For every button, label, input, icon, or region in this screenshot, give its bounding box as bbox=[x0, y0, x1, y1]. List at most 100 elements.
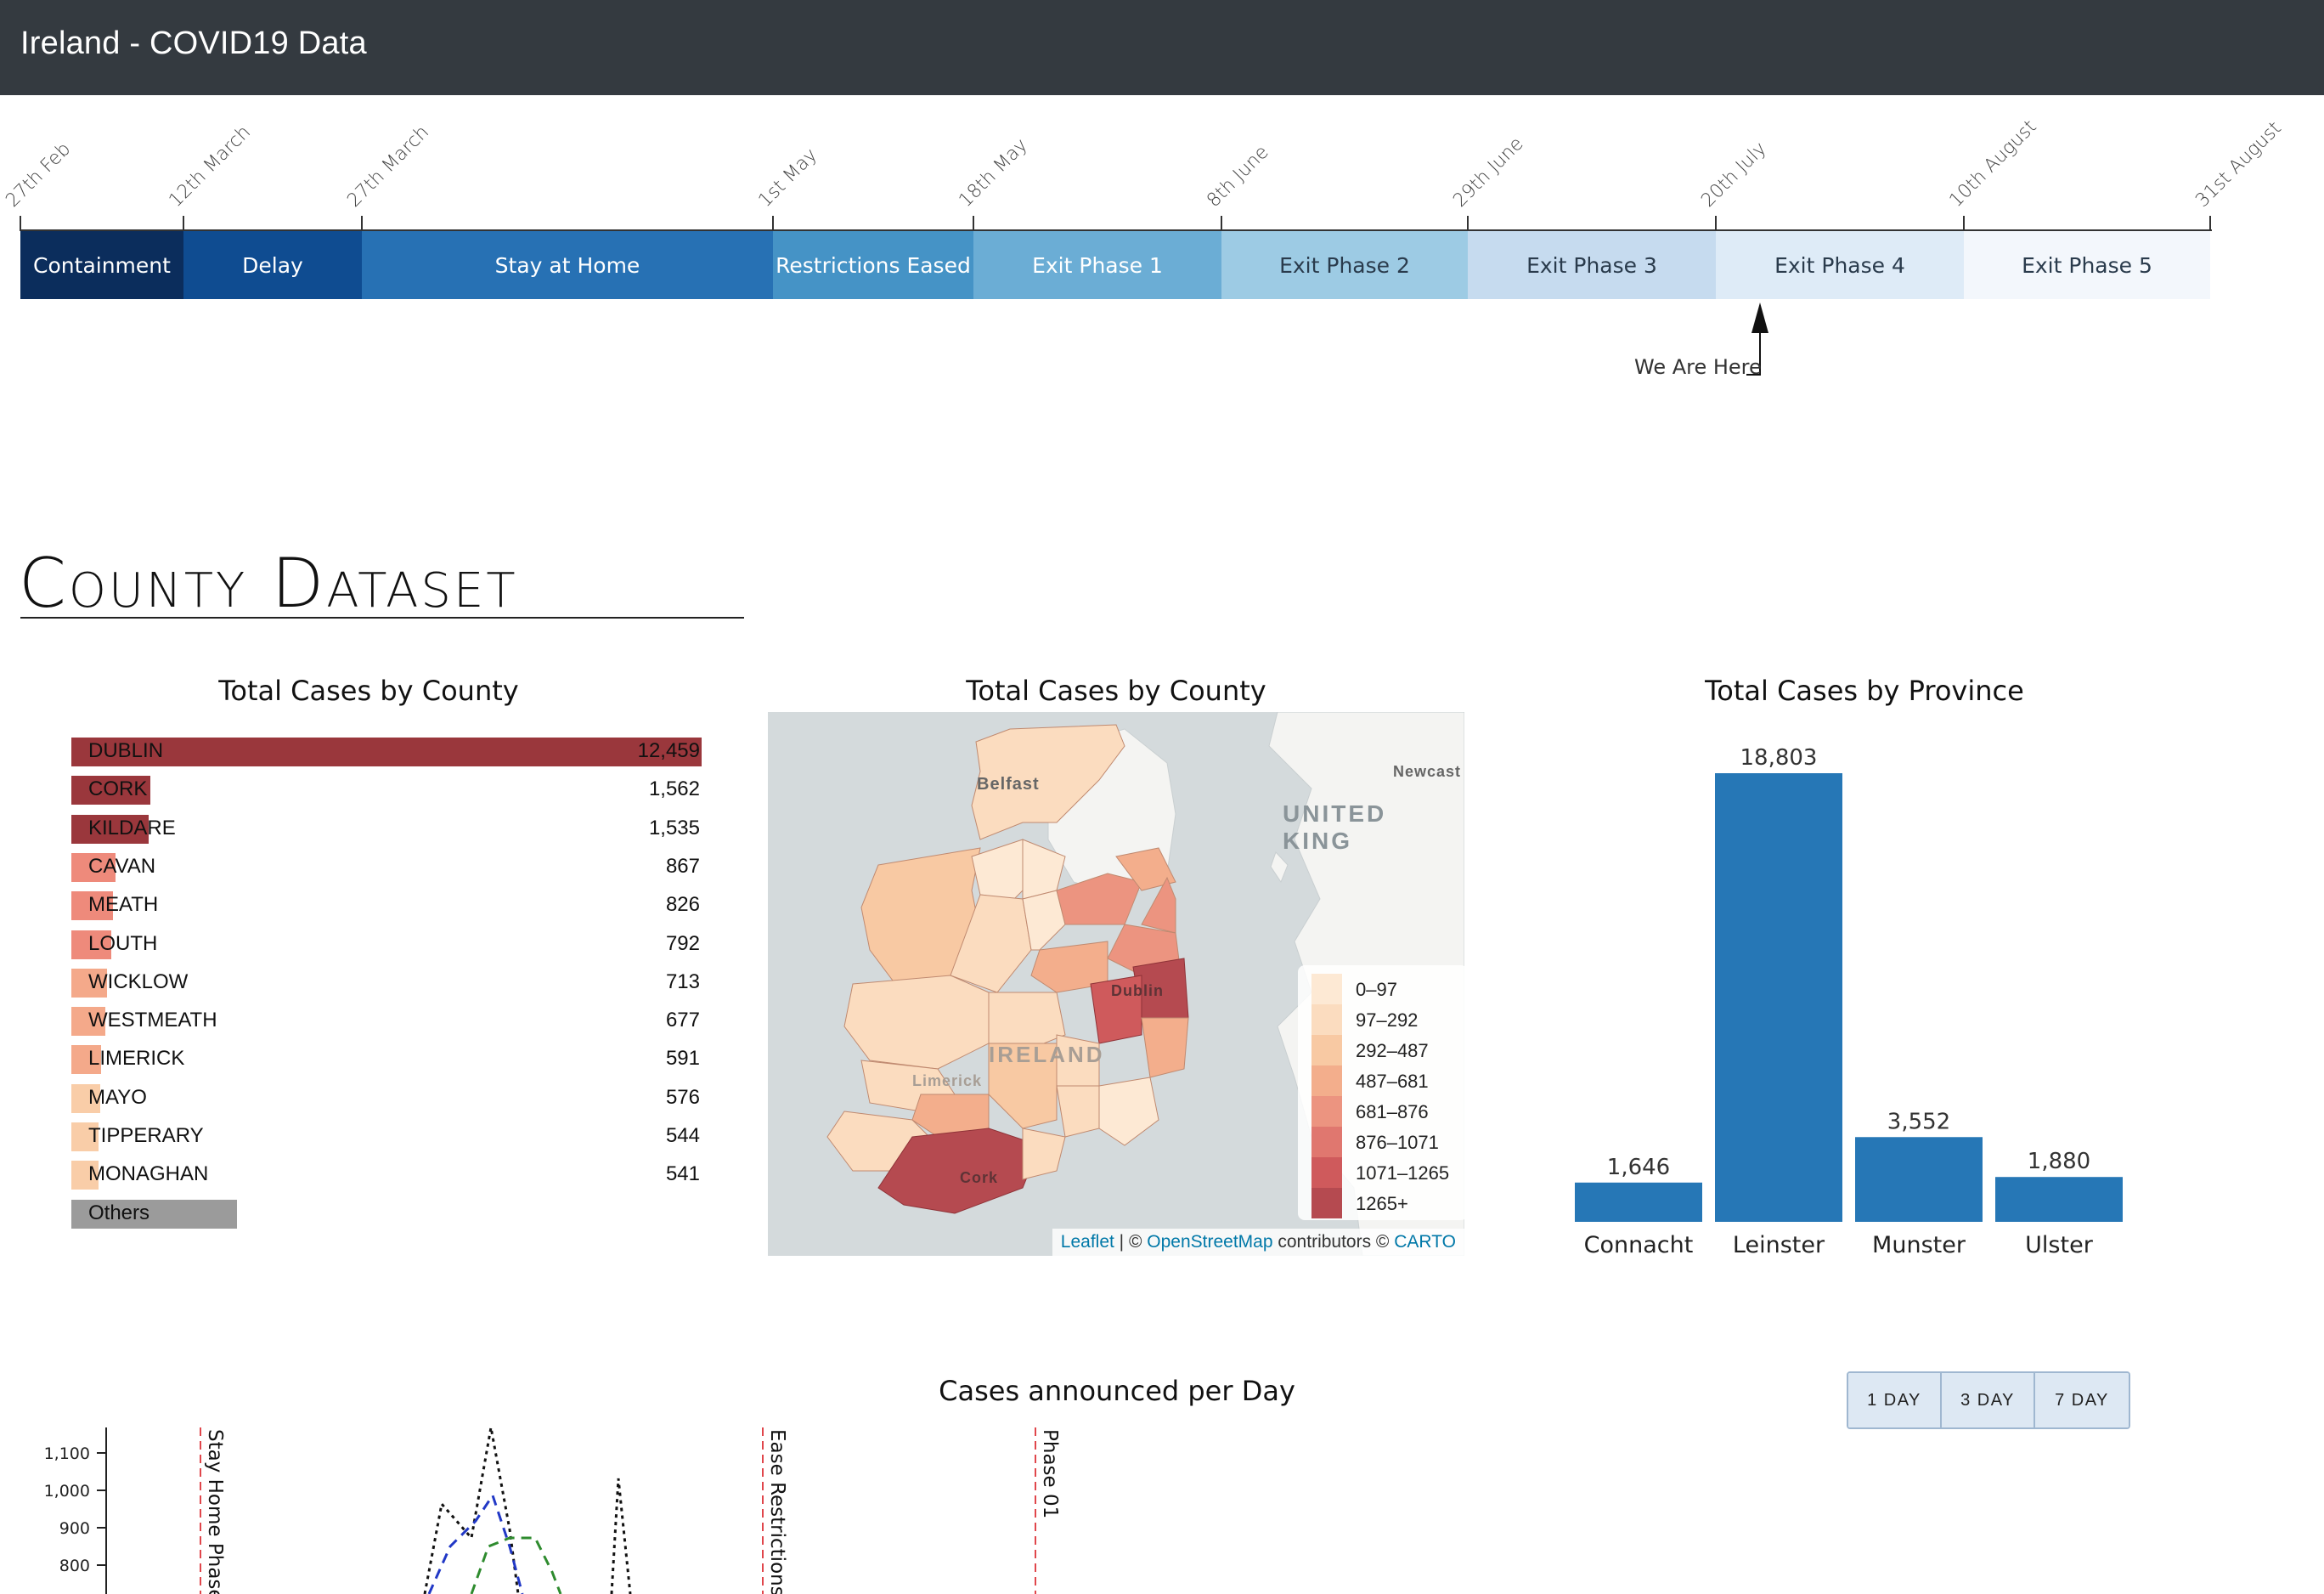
legend-label: 292–487 bbox=[1356, 1040, 1429, 1061]
legend-swatch bbox=[1311, 1065, 1342, 1096]
county-row[interactable]: LOUTH 792 bbox=[71, 929, 702, 959]
county-row[interactable]: WESTMEATH 677 bbox=[71, 1005, 702, 1037]
county-choropleth-map[interactable]: Belfast Newcast UNITED KING IRELAND Dubl… bbox=[768, 712, 1464, 1256]
county-case-count: 576 bbox=[665, 1085, 700, 1109]
y-tick-label: 1,100 bbox=[44, 1444, 90, 1463]
timeline-phase[interactable]: Delay bbox=[183, 231, 362, 299]
carto-link[interactable]: CARTO bbox=[1394, 1232, 1456, 1252]
timeline-tick-mark bbox=[2209, 216, 2211, 231]
timeline-phase[interactable]: Exit Phase 2 bbox=[1221, 231, 1468, 299]
timeline-tick-label: 18th May bbox=[955, 134, 1032, 212]
county-kilkenny bbox=[1056, 1085, 1100, 1138]
timeline-phase[interactable]: Restrictions Eased bbox=[773, 231, 973, 299]
county-name: MAYO bbox=[88, 1085, 147, 1109]
province-bar[interactable] bbox=[1715, 773, 1842, 1222]
province-bar-chart: 1,646 Connacht 18,803 Leinster 3,552 Munster 1… bbox=[1575, 745, 2123, 1258]
county-row[interactable]: MEATH 826 bbox=[71, 890, 702, 921]
legend-label: 97–292 bbox=[1356, 1009, 1419, 1031]
county-row[interactable]: MAYO 576 bbox=[71, 1082, 702, 1113]
county-bar bbox=[71, 1007, 106, 1037]
county-cavan bbox=[1056, 873, 1142, 925]
county-donegal bbox=[971, 724, 1125, 840]
map-label-uk: UNITED KING bbox=[1283, 800, 1387, 854]
county-wicklow bbox=[1141, 1017, 1189, 1078]
county-row[interactable]: KILDARE 1,535 bbox=[71, 813, 702, 844]
current-phase-label: We Are Here bbox=[1634, 355, 1762, 379]
section-title: County Dataset bbox=[19, 544, 518, 623]
county-wexford bbox=[1098, 1077, 1159, 1146]
county-bar bbox=[71, 1045, 102, 1075]
timeline-phase[interactable]: Stay at Home bbox=[362, 231, 773, 299]
county-roscommon bbox=[950, 894, 1032, 993]
three-day-button[interactable]: 3 DAY bbox=[1942, 1373, 2035, 1427]
timeline-tick-mark bbox=[1963, 216, 1965, 231]
county-name: MONAGHAN bbox=[88, 1162, 209, 1186]
timeline-phase[interactable]: Exit Phase 1 bbox=[973, 231, 1221, 299]
leaflet-link[interactable]: Leaflet bbox=[1060, 1232, 1114, 1252]
timeline-tick-label: 27th Feb bbox=[2, 138, 76, 212]
county-tipperary bbox=[988, 1043, 1058, 1129]
y-tick-label: 900 bbox=[59, 1519, 90, 1538]
county-name: Others bbox=[88, 1201, 150, 1224]
county-case-count: 544 bbox=[665, 1124, 700, 1147]
county-polygons[interactable] bbox=[768, 712, 1464, 1256]
county-galway bbox=[843, 975, 990, 1070]
map-legend: 0–97 97–292 292–487 487–681 681–876 876–1071 1… bbox=[1298, 965, 1464, 1220]
county-case-count: 1,562 bbox=[648, 777, 700, 801]
county-name: LOUTH bbox=[88, 931, 158, 955]
legend-swatch bbox=[1311, 1004, 1342, 1035]
phase-timeline: 27th Feb 12th March 27th March 1st May 18th … bbox=[0, 95, 2324, 452]
app-title[interactable]: Ireland - COVID19 Data bbox=[20, 25, 367, 61]
county-bar bbox=[71, 1122, 99, 1151]
county-name: WESTMEATH bbox=[88, 1009, 217, 1032]
county-row[interactable]: Others bbox=[71, 1198, 702, 1229]
timeline-tick-mark bbox=[1467, 216, 1469, 231]
legend-label: 1071–1265 bbox=[1356, 1162, 1450, 1184]
timeline-tick-mark bbox=[1715, 216, 1717, 231]
county-name: DUBLIN bbox=[88, 739, 164, 762]
county-bars-title: Total Cases by County bbox=[218, 675, 519, 707]
county-row[interactable]: CORK 1,562 bbox=[71, 774, 702, 805]
timeline-tick-label: 12th March bbox=[165, 122, 256, 212]
county-bar bbox=[71, 852, 116, 882]
county-bar bbox=[71, 891, 114, 921]
timeline-tick-label: 1st May bbox=[754, 144, 822, 212]
current-phase-pointer-line bbox=[1759, 331, 1761, 376]
county-name: WICKLOW bbox=[88, 969, 189, 993]
county-row[interactable]: TIPPERARY 544 bbox=[71, 1121, 702, 1151]
timeline-phase[interactable]: Containment bbox=[20, 231, 183, 299]
y-tick-label: 800 bbox=[59, 1557, 90, 1575]
county-row[interactable]: WICKLOW 713 bbox=[71, 967, 702, 998]
map-label-cork: Cork bbox=[960, 1169, 999, 1186]
timeline-phase[interactable]: Exit Phase 4 bbox=[1716, 231, 1964, 299]
province-value-label: 18,803 bbox=[1740, 745, 1818, 771]
one-day-button[interactable]: 1 DAY bbox=[1848, 1373, 1942, 1427]
county-case-count: 1,535 bbox=[648, 816, 700, 839]
province-value-label: 3,552 bbox=[1887, 1109, 1950, 1134]
county-row[interactable]: CAVAN 867 bbox=[71, 851, 702, 882]
county-row[interactable]: MONAGHAN 541 bbox=[71, 1159, 702, 1190]
timeline-phase[interactable]: Exit Phase 3 bbox=[1468, 231, 1716, 299]
timeline-phase[interactable]: Exit Phase 5 bbox=[1964, 231, 2210, 299]
legend-entry: 292–487 bbox=[1311, 1035, 1464, 1065]
province-bar[interactable] bbox=[1855, 1137, 1983, 1222]
legend-label: 681–876 bbox=[1356, 1101, 1429, 1122]
county-row[interactable]: DUBLIN 12,459 bbox=[71, 736, 702, 766]
county-case-count: 792 bbox=[665, 931, 700, 955]
seven-day-button[interactable]: 7 DAY bbox=[2035, 1373, 2129, 1427]
legend-swatch bbox=[1311, 1157, 1342, 1188]
map-label-limerick: Limerick bbox=[912, 1072, 983, 1089]
county-name: CORK bbox=[88, 777, 148, 801]
daily-chart-title: Cases announced per Day bbox=[939, 1375, 1295, 1407]
province-category-label: Munster bbox=[1872, 1232, 1966, 1258]
legend-swatch bbox=[1311, 1096, 1342, 1127]
county-row[interactable]: LIMERICK 591 bbox=[71, 1043, 702, 1075]
province-bar[interactable] bbox=[1995, 1177, 2123, 1222]
map-label-dublin: Dublin bbox=[1111, 982, 1164, 999]
osm-link[interactable]: OpenStreetMap bbox=[1147, 1232, 1273, 1252]
county-name: LIMERICK bbox=[88, 1047, 185, 1071]
county-bar bbox=[71, 968, 108, 998]
legend-swatch bbox=[1311, 1035, 1342, 1065]
province-bar[interactable] bbox=[1575, 1182, 1702, 1222]
county-name: MEATH bbox=[88, 893, 159, 917]
